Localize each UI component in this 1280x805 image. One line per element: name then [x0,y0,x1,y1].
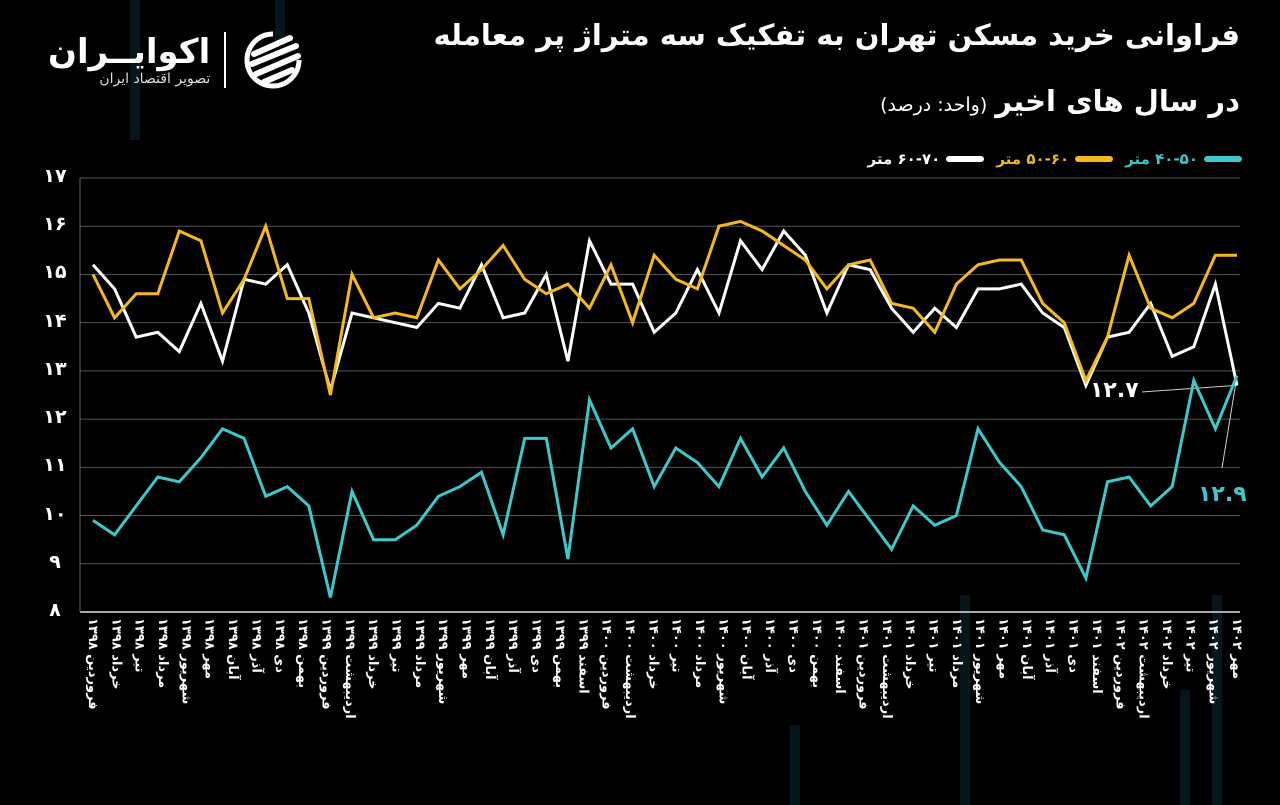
x-tick-label: دی ۱۴۰۱ [1065,618,1081,673]
x-tick-label: خرداد ۱۳۹۸ [108,618,124,690]
x-tick-label: خرداد ۱۴۰۱ [902,618,918,690]
legend-swatch [1075,156,1114,162]
x-tick-label: آبان ۱۴۰۰ [738,618,754,680]
x-tick-label: تیر ۱۳۹۸ [131,618,147,673]
x-tick-label: بهمن ۱۳۹۹ [551,618,567,689]
y-tick-label: ۱۶ [43,213,67,236]
x-tick-label: مرداد ۱۴۰۱ [948,618,964,689]
legend-item: ۴۰-۵۰ متر [1125,150,1242,168]
x-tick-label: مرداد ۱۳۹۸ [155,618,171,689]
x-tick-label: شهریور ۱۳۹۸ [178,618,194,705]
x-tick-label: اردیبهشت ۱۴۰۰ [621,618,637,719]
series-line-0 [92,375,1239,598]
x-tick-label: شهریور ۱۴۰۱ [972,618,988,705]
decorative-bar [960,595,970,805]
y-tick-label: ۱۳ [43,357,67,380]
x-tick-label: بهمن ۱۳۹۸ [295,618,311,689]
logo-tagline: تصویر اقتصاد ایران [99,71,211,87]
series-line-1 [91,219,1237,396]
x-tick-label: مهر ۱۴۰۲ [1229,618,1244,679]
x-tick-label: اسفند ۱۳۹۹ [575,618,591,694]
legend-item: ۶۰-۷۰ متر [868,150,985,168]
x-tick-label: خرداد ۱۳۹۹ [365,618,381,690]
x-tick-label: اردیبهشت ۱۴۰۱ [878,618,894,719]
y-tick-label: ۱۰ [43,502,67,525]
x-tick-label: فروردین ۱۳۹۸ [85,618,100,710]
x-tick-label: آذر ۱۳۹۸ [248,618,264,673]
legend-swatch [1204,156,1242,162]
x-tick-label: تیر ۱۳۹۹ [388,618,404,673]
x-tick-label: آذر ۱۴۰۱ [1042,618,1058,673]
x-tick-label: فروردین ۱۴۰۰ [598,618,614,710]
decorative-bar [790,725,800,805]
chart-title: فراوانی خرید مسکن تهران به تفکیک سه مترا… [433,18,1240,52]
legend: ۴۰-۵۰ متر ۵۰-۶۰ متر ۶۰-۷۰ متر [868,150,1242,168]
x-tick-label: مرداد ۱۳۹۹ [411,618,427,689]
logo: اکوایــران تصویر اقتصاد ایران [48,30,306,90]
logo-mark-icon [244,31,302,89]
y-tick-label: ۱۷ [43,165,67,187]
x-tick-label: اردیبهشت ۱۳۹۹ [341,618,357,719]
x-tick-label: شهریور ۱۴۰۰ [715,618,731,705]
annotation-connector [1141,384,1238,393]
x-tick-label: تیر ۱۴۰۱ [925,618,941,673]
x-tick-label: شهریور ۱۳۹۹ [435,618,451,705]
x-tick-label: فروردین ۱۴۰۱ [855,618,871,710]
decorative-bar [1212,595,1222,805]
y-tick-label: ۱۴ [43,309,67,332]
x-tick-label: مهر ۱۴۰۱ [995,618,1011,679]
x-tick-label: دی ۱۳۹۸ [271,618,287,673]
x-tick-label: دی ۱۳۹۹ [528,618,544,673]
x-tick-label: فروردین ۱۴۰۲ [1112,618,1128,710]
logo-name: اکوایــران [48,32,211,72]
y-tick-label: ۱۵ [43,261,67,284]
x-tick-label: آبان ۱۳۹۸ [225,618,241,680]
annotation-teal-last: ۱۲.۹ [1198,482,1247,507]
x-tick-label: فروردین ۱۳۹۹ [318,618,334,710]
x-tick-label: مهر ۱۳۹۸ [201,618,217,679]
y-tick-label: ۱۲ [43,406,67,429]
legend-swatch [946,156,985,162]
decorative-bar [275,0,285,45]
x-tick-label: آبان ۱۳۹۹ [481,618,497,680]
chart-title-line2-text: در سال های اخیر [995,84,1240,118]
decorative-bar [130,0,140,140]
x-tick-label: اردیبهشت ۱۴۰۲ [1135,618,1151,719]
x-tick-label: آذر ۱۴۰۰ [762,618,778,673]
x-tick-label: تیر ۱۴۰۰ [668,618,684,673]
legend-label: ۶۰-۷۰ متر [867,150,941,168]
annotation-connector [1221,375,1238,469]
legend-item: ۵۰-۶۰ متر [996,150,1114,168]
x-tick-label: خرداد ۱۴۰۰ [645,618,661,690]
x-tick-label: اسفند ۱۴۰۱ [1088,618,1104,694]
x-tick-label: آذر ۱۳۹۹ [505,618,521,673]
legend-label: ۵۰-۶۰ متر [996,150,1070,168]
series-line-2 [91,228,1239,396]
decorative-bar [1180,690,1190,805]
x-tick-label: اسفند ۱۴۰۰ [832,618,848,694]
x-tick-label: تیر ۱۴۰۲ [1182,618,1198,673]
x-tick-label: مهر ۱۳۹۹ [458,618,474,679]
x-tick-label: بهمن ۱۴۰۰ [808,618,824,689]
x-tick-label: خرداد ۱۴۰۲ [1158,618,1174,690]
x-tick-label: آبان ۱۴۰۱ [1018,618,1034,680]
y-tick-label: ۱۱ [43,454,67,477]
annotation-white-last: ۱۲.۷ [1090,378,1139,403]
chart-unit: (واحد: درصد) [880,94,988,116]
x-tick-label: دی ۱۴۰۰ [785,618,801,673]
legend-label: ۴۰-۵۰ متر [1125,150,1198,168]
x-tick-label: مرداد ۱۴۰۰ [692,618,708,689]
chart-title-line2: در سال های اخیر (واحد: درصد) [880,84,1240,118]
x-tick-label: شهریور ۱۴۰۲ [1205,618,1221,705]
logo-divider [224,32,227,88]
y-tick-label: ۹ [49,550,61,573]
y-tick-label: ۸ [49,599,61,621]
